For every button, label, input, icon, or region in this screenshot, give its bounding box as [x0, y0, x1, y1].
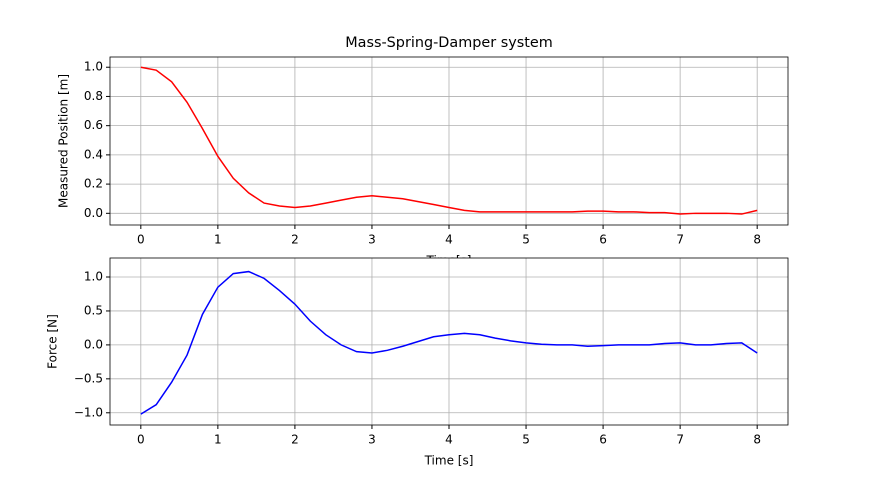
x-tick-label: 4 [445, 433, 453, 447]
x-tick-label: 5 [522, 433, 530, 447]
x-tick-label: 6 [599, 233, 607, 247]
axes-frame [109, 56, 789, 226]
y-tick-label: 0.4 [84, 147, 103, 161]
y-tick-label: 1.0 [84, 270, 103, 284]
x-tick-label: 3 [368, 233, 376, 247]
x-tick-label: 5 [522, 233, 530, 247]
x-tick-label: 8 [753, 433, 761, 447]
y-tick-label: 0.2 [84, 177, 103, 191]
x-tick-label: 0 [137, 233, 145, 247]
y-tick-label: 0.0 [84, 206, 103, 220]
chart-title: Mass-Spring-Damper system [345, 35, 552, 51]
x-tick-label: 1 [214, 433, 222, 447]
x-tick-label: 2 [291, 433, 299, 447]
x-tick-label: 7 [676, 433, 684, 447]
x-tick-label: 0 [137, 433, 145, 447]
y-axis-label: Force [N] [46, 314, 60, 369]
y-tick-label: −0.5 [74, 371, 103, 385]
y-tick-label: 0.6 [84, 118, 103, 132]
x-tick-label: 3 [368, 433, 376, 447]
y-tick-label: 1.0 [84, 60, 103, 74]
y-tick-label: 0.8 [84, 89, 103, 103]
x-tick-label: 1 [214, 233, 222, 247]
x-tick-label: 7 [676, 233, 684, 247]
x-tick-label: 8 [753, 233, 761, 247]
x-tick-label: 2 [291, 233, 299, 247]
data-line [140, 66, 758, 215]
x-tick-label: 4 [445, 233, 453, 247]
y-tick-label: 0.5 [84, 303, 103, 317]
axes-frame [109, 257, 789, 426]
data-line [140, 270, 758, 415]
y-axis-label: Measured Position [m] [57, 74, 71, 208]
x-axis-label: Time [s] [424, 454, 474, 468]
y-tick-label: 0.0 [84, 337, 103, 351]
y-tick-label: −1.0 [74, 405, 103, 419]
x-tick-label: 6 [599, 433, 607, 447]
